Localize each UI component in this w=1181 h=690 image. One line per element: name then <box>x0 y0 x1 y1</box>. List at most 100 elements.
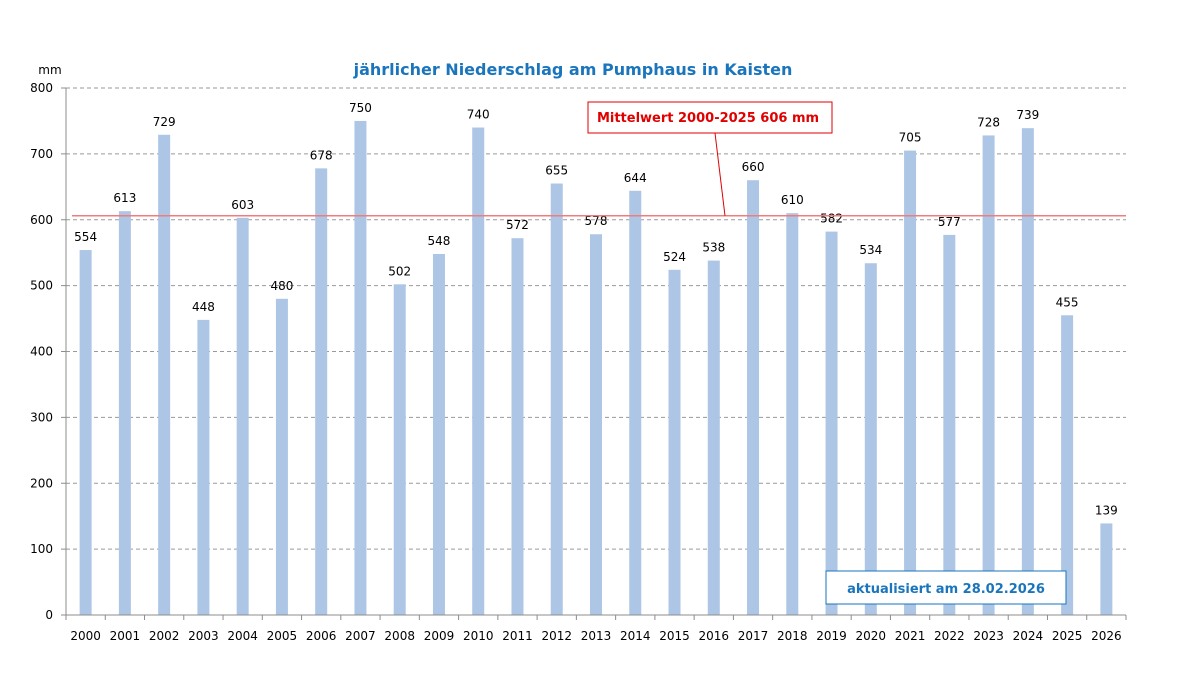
bar-2005 <box>275 298 288 615</box>
bar-2024 <box>1021 128 1034 615</box>
x-tick-label: 2001 <box>110 629 141 643</box>
bar-2015 <box>668 269 681 615</box>
mean-callout-box <box>587 101 833 134</box>
x-tick-label: 2017 <box>738 629 769 643</box>
x-tick-label: 2022 <box>934 629 965 643</box>
bar-2018 <box>786 213 799 615</box>
data-label-2001: 613 <box>113 191 136 205</box>
x-tick-label: 2014 <box>620 629 651 643</box>
x-tick-label: 2019 <box>816 629 847 643</box>
data-label-2006: 678 <box>310 148 333 162</box>
bar-2023 <box>982 135 995 615</box>
x-tick-label: 2026 <box>1091 629 1122 643</box>
chart-title: jährlicher Niederschlag am Pumphaus in K… <box>353 60 793 79</box>
bar-2011 <box>511 238 524 615</box>
x-tick-label: 2013 <box>581 629 612 643</box>
data-labels: 554 613 729 448 603 480 678 750 502 548 740 572 655 5… <box>74 101 1118 517</box>
x-tick-label: 2007 <box>345 629 376 643</box>
x-tick-label: 2015 <box>659 629 690 643</box>
y-tick-label: 200 <box>30 476 53 490</box>
bar-2025 <box>1061 315 1074 615</box>
bar-2026 <box>1100 523 1113 615</box>
x-tick-label: 2006 <box>306 629 337 643</box>
y-tick-label: 400 <box>30 345 53 359</box>
bar-2012 <box>550 183 563 616</box>
x-tick-label: 2009 <box>424 629 455 643</box>
mean-callout-connector <box>714 132 726 216</box>
x-tick-label: 2012 <box>541 629 572 643</box>
bar-2022 <box>943 234 956 615</box>
x-tick-label: 2025 <box>1052 629 1083 643</box>
bar-2020 <box>864 263 877 615</box>
y-tick-label: 800 <box>30 81 53 95</box>
bar-2017 <box>747 180 760 615</box>
data-label-2005: 480 <box>270 279 293 293</box>
data-label-2011: 572 <box>506 218 529 232</box>
x-tick-label: 2002 <box>149 629 180 643</box>
bars <box>79 120 1113 616</box>
bar-2006 <box>315 168 328 615</box>
data-label-2022: 577 <box>938 215 961 229</box>
x-tick-label: 2005 <box>267 629 298 643</box>
axes: 0 100 200 300 400 500 600 700 800 2000 2001 2002 200… <box>30 81 1127 643</box>
y-tick-label: 0 <box>45 608 53 622</box>
y-tick-label: 100 <box>30 542 53 556</box>
data-label-2014: 644 <box>624 171 647 185</box>
bar-2021 <box>904 150 917 616</box>
data-label-2024: 739 <box>1016 108 1039 122</box>
update-annotation-box <box>825 570 1067 605</box>
x-tick-label: 2016 <box>699 629 730 643</box>
x-tick-label: 2018 <box>777 629 808 643</box>
bar-2016 <box>707 260 720 615</box>
x-tick-label: 2010 <box>463 629 494 643</box>
data-label-2010: 740 <box>467 108 490 122</box>
bar-2003 <box>197 319 210 615</box>
data-label-2003: 448 <box>192 300 215 314</box>
x-tick-label: 2024 <box>1013 629 1044 643</box>
data-label-2021: 705 <box>899 131 922 145</box>
data-label-2004: 603 <box>231 198 254 212</box>
data-label-2025: 455 <box>1056 295 1079 309</box>
data-label-2023: 728 <box>977 115 1000 129</box>
data-label-2008: 502 <box>388 264 411 278</box>
y-tick-label: 700 <box>30 147 53 161</box>
data-label-2009: 548 <box>428 234 451 248</box>
x-tick-label: 2003 <box>188 629 219 643</box>
data-label-2026: 139 <box>1095 503 1118 517</box>
bar-2001 <box>118 211 131 615</box>
x-tick-label: 2021 <box>895 629 926 643</box>
x-tick-label: 2011 <box>502 629 533 643</box>
data-label-2002: 729 <box>153 115 176 129</box>
x-tick-label: 2023 <box>973 629 1004 643</box>
y-tick-label: 500 <box>30 279 53 293</box>
data-label-2020: 534 <box>859 243 882 257</box>
bar-2013 <box>590 234 602 615</box>
data-label-2017: 660 <box>742 160 765 174</box>
x-tick-label: 2004 <box>227 629 258 643</box>
bar-2002 <box>158 134 171 616</box>
data-label-2016: 538 <box>702 241 725 255</box>
bar-2007 <box>354 120 367 615</box>
data-label-2012: 655 <box>545 164 568 178</box>
data-label-2019: 582 <box>820 212 843 226</box>
update-annotation-label: aktualisiert am 28.02.2026 <box>847 582 1045 597</box>
data-label-2000: 554 <box>74 230 97 244</box>
data-label-2013: 578 <box>585 214 608 228</box>
y-axis-unit-label: mm <box>38 63 61 77</box>
bar-2004 <box>236 217 249 615</box>
bar-2010 <box>472 127 485 616</box>
data-label-2007: 750 <box>349 101 372 115</box>
data-label-2018: 610 <box>781 193 804 207</box>
bar-2008 <box>393 284 406 615</box>
x-tick-label: 2020 <box>856 629 887 643</box>
y-tick-label: 600 <box>30 213 53 227</box>
bar-2014 <box>629 190 642 615</box>
x-tick-label: 2008 <box>384 629 415 643</box>
data-label-2015: 524 <box>663 250 686 264</box>
x-tick-label: 2000 <box>70 629 101 643</box>
mean-callout-label: Mittelwert 2000-2025 606 mm <box>597 111 819 126</box>
bar-2019 <box>825 231 838 616</box>
y-tick-label: 300 <box>30 410 53 424</box>
bar-2009 <box>432 254 445 615</box>
